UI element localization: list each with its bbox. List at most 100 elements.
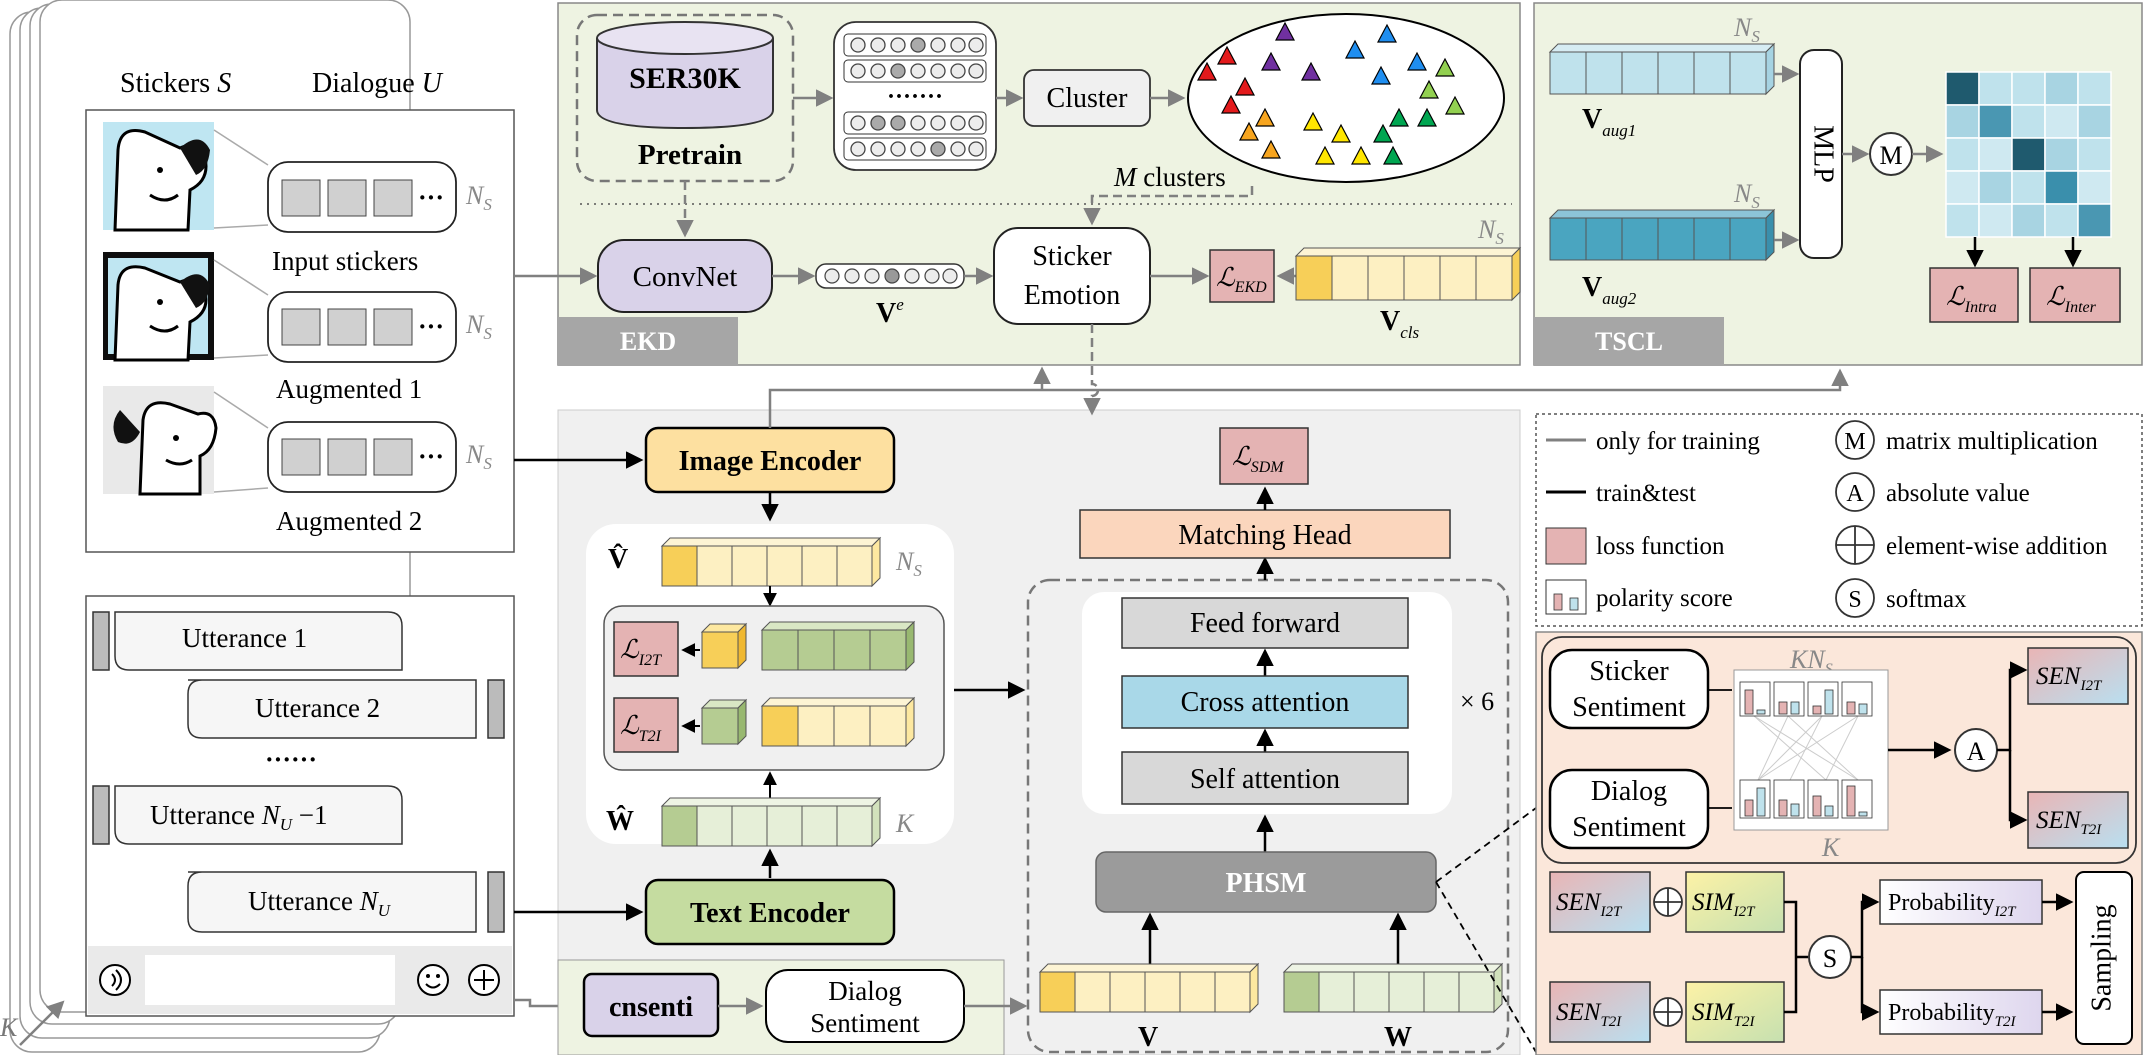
- utterance-1: Utterance 1: [92, 611, 403, 671]
- svg-text:···: ···: [418, 312, 444, 341]
- svg-text:·······: ·······: [887, 84, 943, 110]
- svg-text:SIMT2I: SIMT2I: [1692, 999, 1755, 1030]
- cross-attention-box: [1121, 675, 1409, 729]
- sticker-polarity-scores: [1739, 681, 1873, 717]
- cluster-ellipse: [1187, 13, 1505, 183]
- svg-text:S: S: [1848, 587, 1861, 613]
- mlp-label: MLP: [1808, 125, 1839, 183]
- svg-text:Sentiment: Sentiment: [1572, 692, 1686, 723]
- svg-text:S: S: [1823, 944, 1837, 973]
- tscl-tag: [1534, 317, 1724, 365]
- svg-text:Sticker: Sticker: [1589, 656, 1669, 687]
- sen-i2t-input: [1549, 871, 1651, 933]
- sticker-leaders: [213, 129, 269, 493]
- legend-elementwise: element-wise addition: [1886, 533, 2108, 560]
- k-label: K: [895, 809, 915, 838]
- chat-text-field[interactable]: [145, 955, 395, 1005]
- fusion-dashed-box: [1026, 578, 1510, 1054]
- sen-t2i-input: [1549, 981, 1651, 1043]
- vhat-vector: [660, 536, 882, 588]
- k-stack-label: K: [0, 1013, 19, 1042]
- input-sticker-tokens: ··· NS: [267, 161, 492, 233]
- svg-text:Cross attention: Cross attention: [1181, 687, 1350, 718]
- vcls-vector: NS Vcls: [1294, 215, 1522, 342]
- v-vector: [1038, 962, 1260, 1014]
- inter-loss-box: [2029, 267, 2121, 323]
- legend-training: only for training: [1596, 428, 1760, 455]
- augmented-2-tokens: ··· NS: [267, 421, 492, 493]
- stickers-heading: Stickers S: [120, 68, 231, 99]
- utterance-2: Utterance 2: [187, 679, 505, 739]
- self-attention-box: [1121, 751, 1409, 805]
- convnet-label: ConvNet: [633, 261, 738, 293]
- svg-text:···: ···: [418, 183, 444, 212]
- svg-text:SENT2I: SENT2I: [2036, 807, 2102, 838]
- svg-text:NS: NS: [465, 440, 492, 473]
- sticker-image-1: [103, 122, 214, 232]
- svg-text:EKD: EKD: [620, 327, 676, 356]
- ve-feature-vector: Ve: [815, 263, 965, 329]
- probability-t2i-box: [1879, 989, 2043, 1035]
- t2i-image-vector: [760, 696, 916, 748]
- v-label: V: [1138, 1022, 1158, 1053]
- svg-text:Self attention: Self attention: [1190, 764, 1340, 795]
- augmented-2-label: Augmented 2: [276, 506, 422, 536]
- utterance-n-minus-1: Utterance NU −1: [92, 785, 403, 845]
- w-vector: [1282, 962, 1504, 1014]
- svg-text:Dialog: Dialog: [828, 976, 902, 1006]
- t2i-cube: [700, 698, 748, 746]
- svg-text:Vcls: Vcls: [1380, 306, 1420, 342]
- augmented-1-tokens: ··· NS: [267, 291, 492, 363]
- sampling-label: Sampling: [2086, 904, 2117, 1011]
- svg-text:Sticker: Sticker: [1032, 241, 1112, 272]
- svg-text:Text Encoder: Text Encoder: [690, 898, 850, 929]
- svg-text:ℒEKD: ℒEKD: [1216, 263, 1267, 296]
- svg-text:ℒSDM: ℒSDM: [1232, 442, 1285, 476]
- chat-input-bar: [88, 946, 512, 1014]
- i2t-text-vector: [760, 620, 916, 672]
- svg-text:Sentiment: Sentiment: [1572, 812, 1686, 843]
- m-clusters-label: M clusters: [1113, 162, 1226, 192]
- svg-text:Sentiment: Sentiment: [810, 1008, 920, 1038]
- cluster-label: Cluster: [1047, 83, 1129, 114]
- ekd-tag: [558, 317, 738, 365]
- feature-bank: ·······: [833, 21, 997, 171]
- svg-text:ℒT2I: ℒT2I: [620, 711, 662, 745]
- legend-matrix: matrix multiplication: [1886, 428, 2098, 455]
- svg-text:NS: NS: [895, 547, 922, 580]
- svg-text:M: M: [1879, 141, 1902, 170]
- text-encoder: [644, 878, 896, 946]
- dialog-sentiment-detail-box: [1548, 768, 1710, 850]
- emoji-icon[interactable]: [417, 964, 449, 996]
- svg-text:Utterance 2: Utterance 2: [255, 693, 380, 723]
- svg-text:Ve: Ve: [876, 295, 904, 329]
- pretrain-label: Pretrain: [638, 139, 742, 171]
- svg-text:···: ···: [418, 442, 444, 471]
- augmented-1-label: Augmented 1: [276, 374, 422, 404]
- svg-text:Vaug2: Vaug2: [1582, 272, 1637, 308]
- svg-text:Matching Head: Matching Head: [1178, 520, 1351, 551]
- svg-text:NS: NS: [1733, 179, 1760, 212]
- sim-t2i-box: [1685, 981, 1785, 1043]
- svg-text:TSCL: TSCL: [1595, 327, 1663, 356]
- phsm-k-label: K: [1821, 833, 1841, 862]
- svg-text:Image Encoder: Image Encoder: [679, 446, 862, 477]
- svg-text:Utterance NU: Utterance NU: [248, 886, 392, 920]
- svg-text:ℒIntra: ℒIntra: [1946, 282, 1997, 316]
- svg-text:ℒInter: ℒInter: [2046, 282, 2097, 316]
- svg-text:ProbabilityI2T: ProbabilityI2T: [1888, 890, 2017, 920]
- legend-train-test: train&test: [1596, 480, 1696, 507]
- ser30k-database: SER30K: [596, 21, 774, 130]
- ekd-loss-box: [1209, 249, 1275, 303]
- svg-text:Dialog: Dialog: [1591, 776, 1667, 807]
- svg-text:ℒI2T: ℒI2T: [620, 635, 662, 669]
- times-six: × 6: [1460, 687, 1494, 716]
- what-label: Ŵ: [606, 805, 634, 837]
- dialogue-heading: Dialogue U: [312, 68, 444, 99]
- polarity-score-icon: [1545, 579, 1587, 615]
- similarity-matrix: [1945, 71, 2112, 238]
- vhat-label: V̂: [608, 544, 628, 575]
- legend-loss: loss function: [1596, 533, 1725, 560]
